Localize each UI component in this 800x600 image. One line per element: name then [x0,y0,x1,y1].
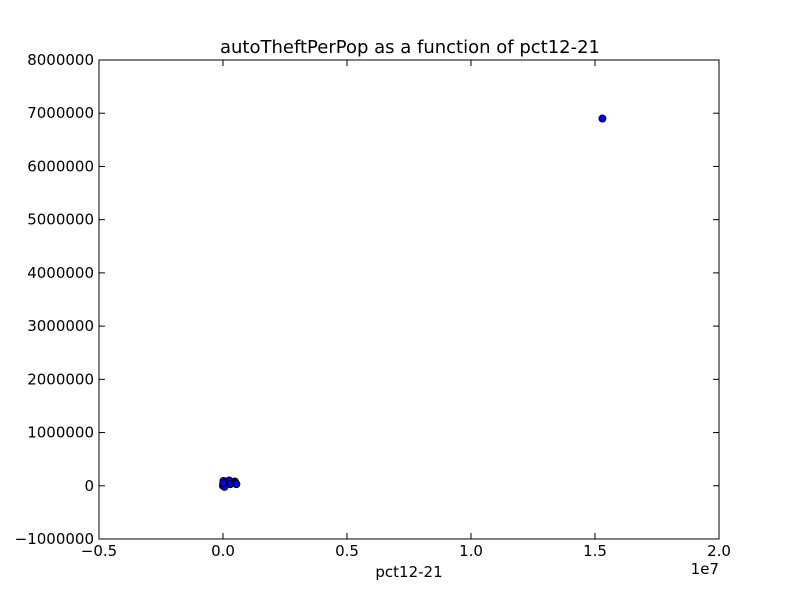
y-tick-label: 4000000 [27,264,94,282]
y-tick-label: 8000000 [27,51,94,69]
scatter-point [598,114,607,123]
y-tick-label: 5000000 [27,211,94,229]
y-tick-label: 6000000 [27,157,94,175]
y-tick-label: 3000000 [27,317,94,335]
x-axis-label: pct12-21 [375,563,442,581]
x-tick-label: 0.5 [335,542,359,560]
x-axis-offset-label: 1e7 [691,560,719,578]
y-tick-label: 0 [84,477,94,495]
x-axis-ticks: −0.5 0.0 0.5 1.0 1.5 2.0 [81,60,731,560]
y-tick-label: 1000000 [27,424,94,442]
y-tick-label: 2000000 [27,370,94,388]
points-layer [219,114,607,491]
x-tick-label: 0.0 [211,542,235,560]
x-tick-label: −0.5 [81,542,117,560]
x-tick-label: 2.0 [707,542,731,560]
plot-area [98,59,720,540]
x-tick-label: 1.0 [459,542,483,560]
y-tick-label: 7000000 [27,104,94,122]
y-axis-ticks: −1000000 0 1000000 2000000 3000000 4000000 500… [15,51,719,548]
axes-frame [98,59,720,540]
scatter-point [219,479,228,488]
y-tick-label: −1000000 [15,530,94,548]
chart-title: autoTheftPerPop as a function of pct12-2… [220,37,600,58]
scatter-point [232,480,241,489]
x-tick-label: 1.5 [583,542,607,560]
